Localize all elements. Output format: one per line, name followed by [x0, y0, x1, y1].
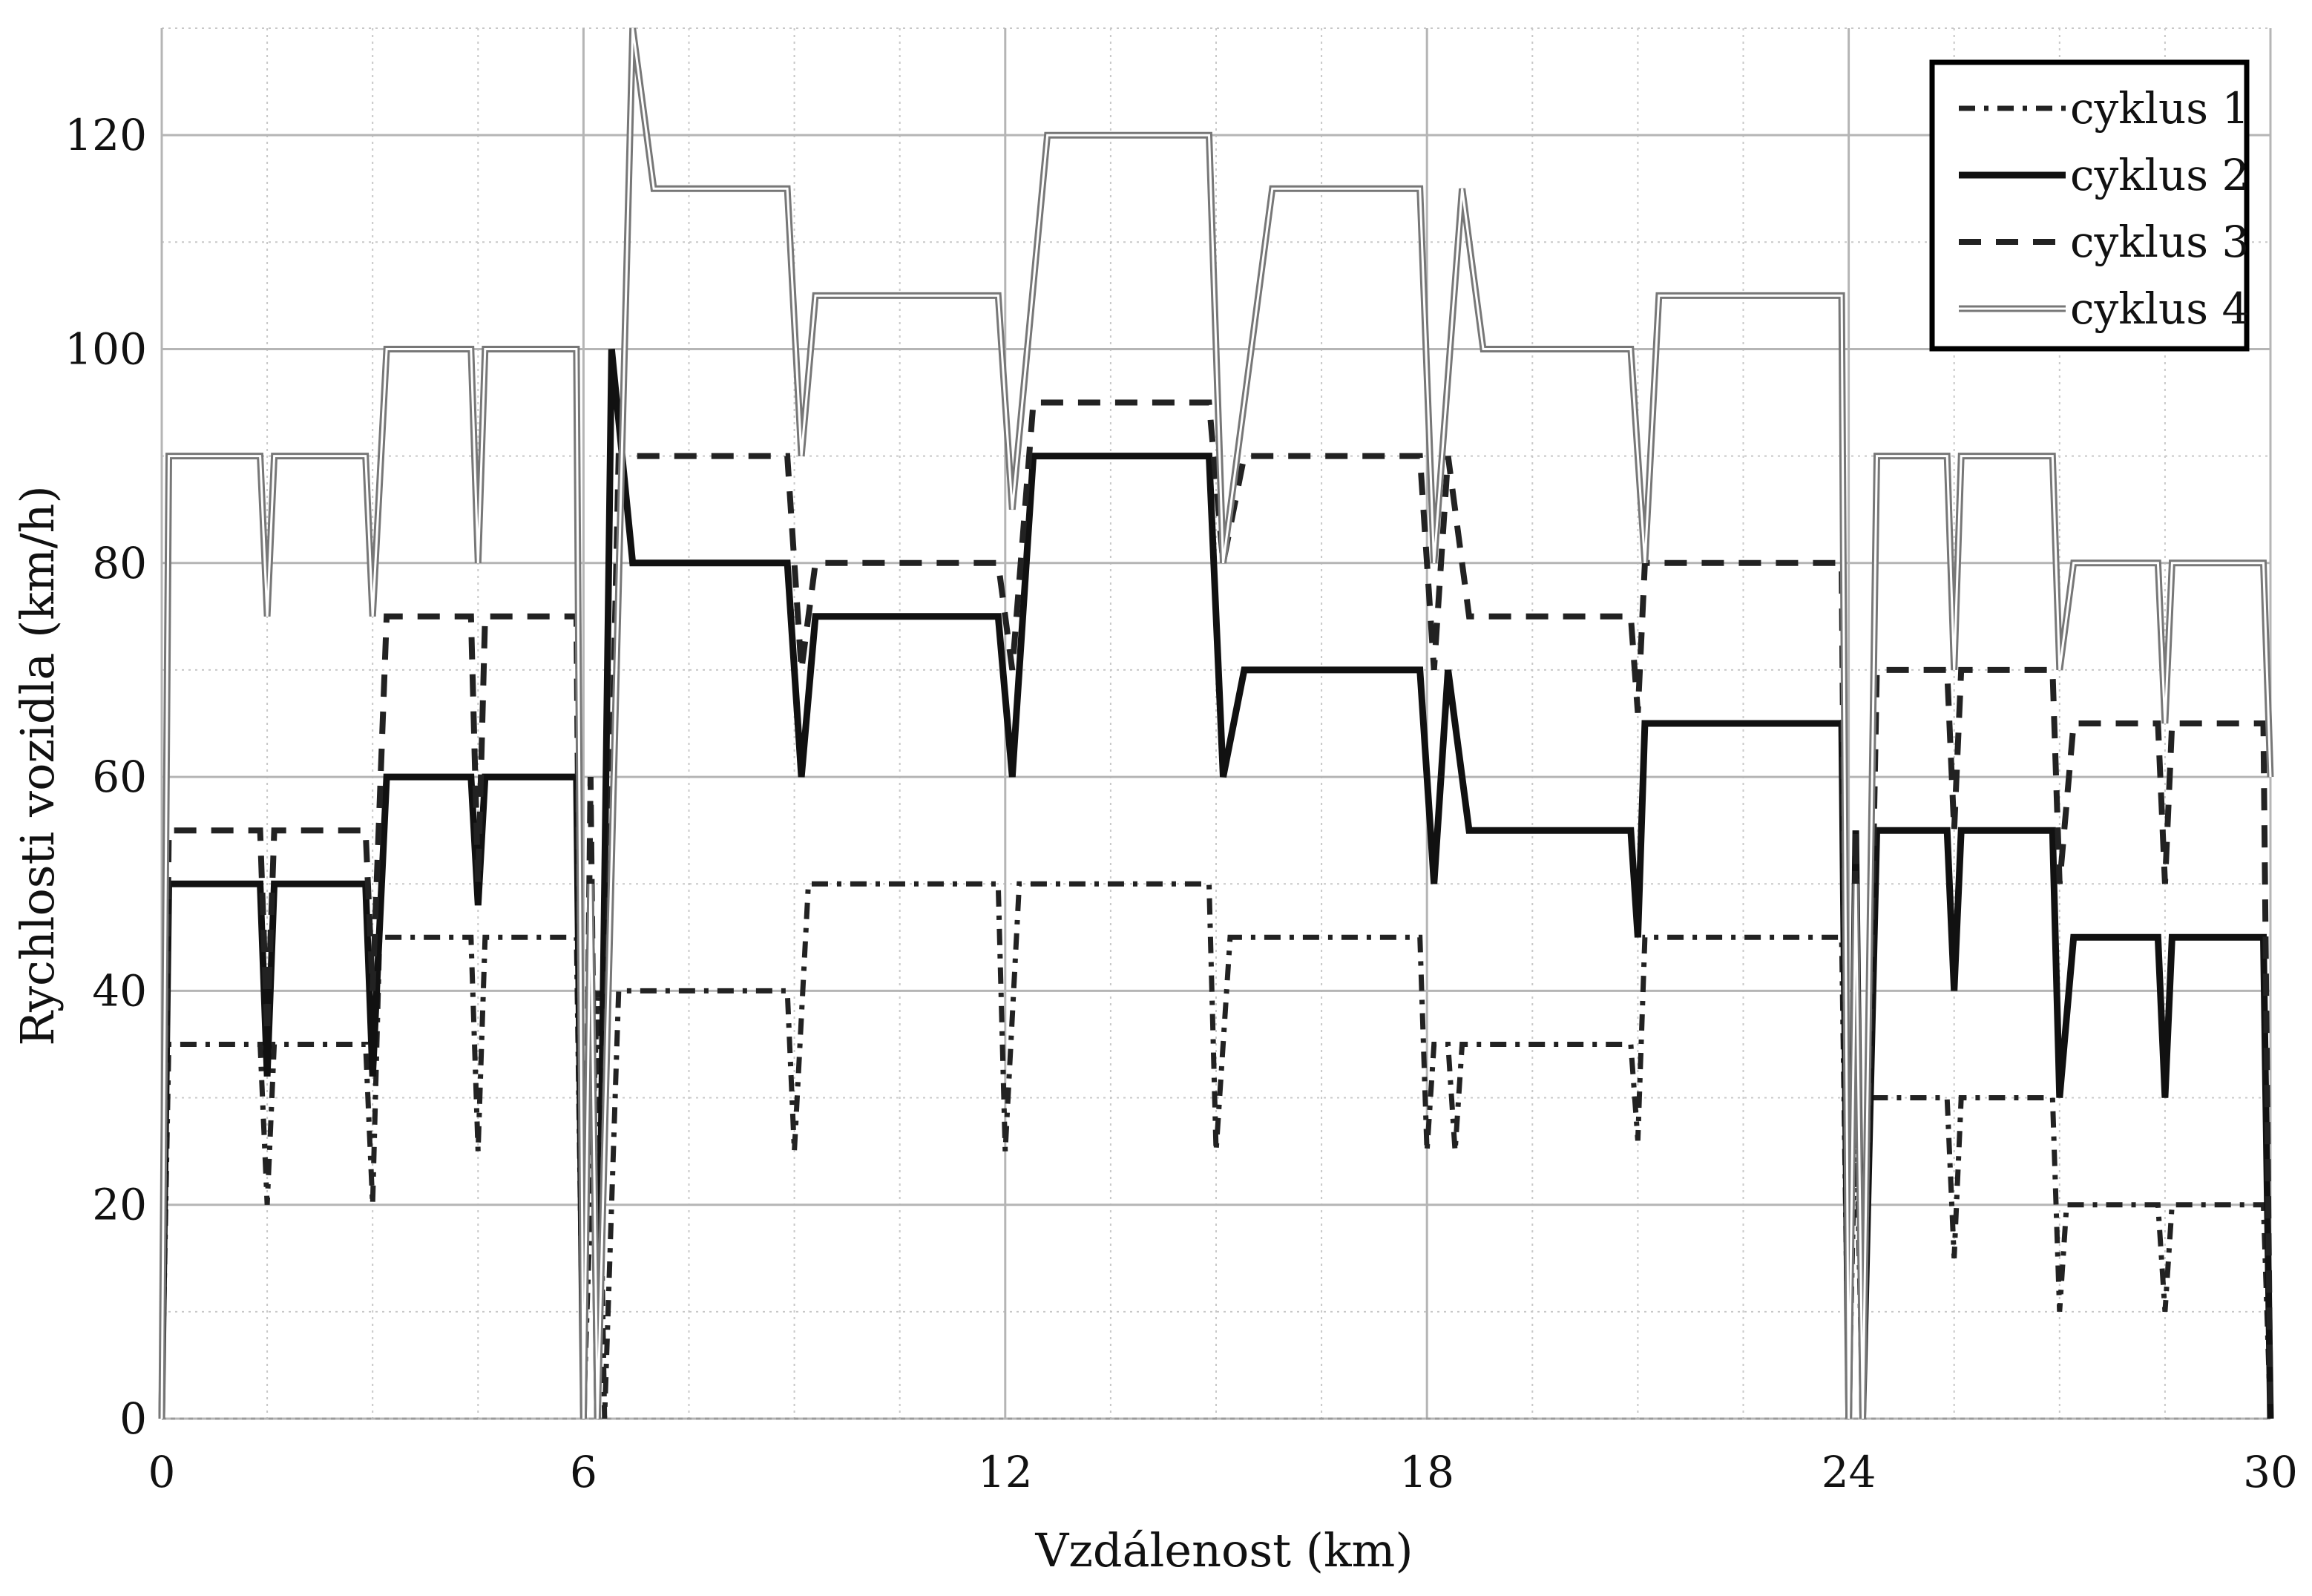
series-line — [159, 881, 2273, 1419]
legend-label: cyklus 4 — [2070, 283, 2249, 334]
legend-label: cyklus 2 — [2070, 150, 2249, 200]
y-tick-label: 100 — [65, 324, 147, 374]
y-tick-label: 120 — [65, 110, 147, 160]
legend-item: cyklus 2 — [1959, 150, 2249, 200]
series-line — [159, 399, 2273, 1419]
legend-label: cyklus 1 — [2070, 83, 2249, 134]
x-tick-label: 0 — [148, 1447, 176, 1497]
series-line — [158, 349, 2274, 1419]
y-tick-label: 0 — [119, 1393, 147, 1444]
legend-item: cyklus 4 — [1959, 283, 2249, 334]
y-tick-label: 80 — [92, 538, 147, 588]
x-axis-title: Vzdálenost (km) — [1034, 1523, 1413, 1577]
data-series — [158, 27, 2274, 1419]
x-tick-label: 18 — [1399, 1447, 1454, 1497]
series-cyklus-1 — [159, 881, 2273, 1419]
x-tick-label: 24 — [1822, 1447, 1876, 1497]
y-tick-label: 20 — [92, 1180, 147, 1230]
x-tick-label: 12 — [978, 1447, 1033, 1497]
series-cyklus-2 — [158, 349, 2274, 1419]
y-tick-label: 60 — [92, 752, 147, 802]
legend: cyklus 1 cyklus 2 cyklus 3 cyklus 4 — [1929, 59, 2250, 352]
series-cyklus-3 — [159, 399, 2273, 1419]
x-tick-label: 30 — [2243, 1447, 2298, 1497]
series-line-inner — [160, 27, 2272, 1419]
y-tick-label: 40 — [92, 965, 147, 1016]
legend-item: cyklus 3 — [1959, 217, 2249, 267]
x-tick-label: 6 — [570, 1447, 597, 1497]
tick-labels: 0 6 12 18 24 30 0 20 40 60 80 100 120 — [65, 110, 2298, 1497]
legend-item: cyklus 1 — [1959, 83, 2249, 134]
series-cyklus-4 — [158, 27, 2274, 1419]
y-axis-title: Rychlosti vozidla (km/h) — [10, 485, 65, 1045]
legend-label: cyklus 3 — [2070, 217, 2249, 267]
